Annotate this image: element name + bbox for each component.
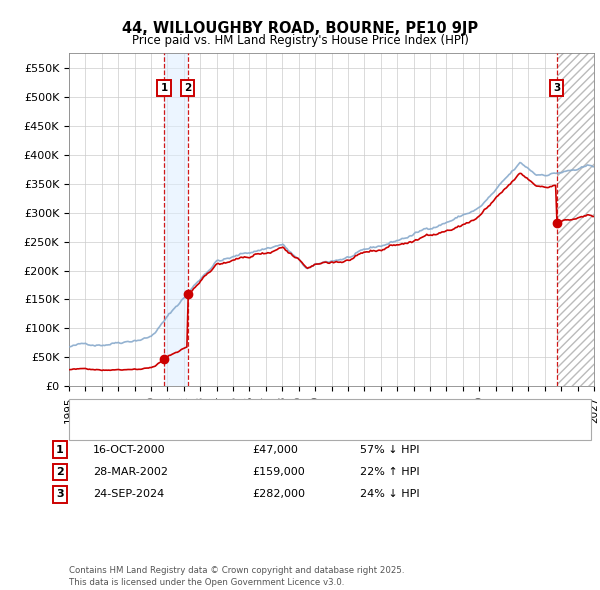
Text: Contains HM Land Registry data © Crown copyright and database right 2025.
This d: Contains HM Land Registry data © Crown c… xyxy=(69,566,404,587)
Text: 57% ↓ HPI: 57% ↓ HPI xyxy=(360,445,419,454)
Text: —: — xyxy=(76,421,92,436)
Text: 44, WILLOUGHBY ROAD, BOURNE, PE10 9JP: 44, WILLOUGHBY ROAD, BOURNE, PE10 9JP xyxy=(122,21,478,35)
Text: 3: 3 xyxy=(56,490,64,499)
Text: 2: 2 xyxy=(56,467,64,477)
Text: £282,000: £282,000 xyxy=(252,490,305,499)
Text: 24-SEP-2024: 24-SEP-2024 xyxy=(93,490,164,499)
Text: £47,000: £47,000 xyxy=(252,445,298,454)
Text: 1: 1 xyxy=(160,83,167,93)
Text: 24% ↓ HPI: 24% ↓ HPI xyxy=(360,490,419,499)
Text: £159,000: £159,000 xyxy=(252,467,305,477)
Text: HPI: Average price, detached house, South Kesteven: HPI: Average price, detached house, Sout… xyxy=(98,423,372,433)
Bar xyxy=(557,53,594,386)
Text: —: — xyxy=(76,403,92,418)
Text: 3: 3 xyxy=(553,83,560,93)
Text: 44, WILLOUGHBY ROAD, BOURNE, PE10 9JP (detached house): 44, WILLOUGHBY ROAD, BOURNE, PE10 9JP (d… xyxy=(98,406,418,416)
Text: 28-MAR-2002: 28-MAR-2002 xyxy=(93,467,168,477)
Text: Price paid vs. HM Land Registry's House Price Index (HPI): Price paid vs. HM Land Registry's House … xyxy=(131,34,469,47)
Text: 22% ↑ HPI: 22% ↑ HPI xyxy=(360,467,419,477)
Bar xyxy=(164,53,188,386)
Text: 16-OCT-2000: 16-OCT-2000 xyxy=(93,445,166,454)
Text: 1: 1 xyxy=(56,445,64,454)
Text: 2: 2 xyxy=(184,83,191,93)
